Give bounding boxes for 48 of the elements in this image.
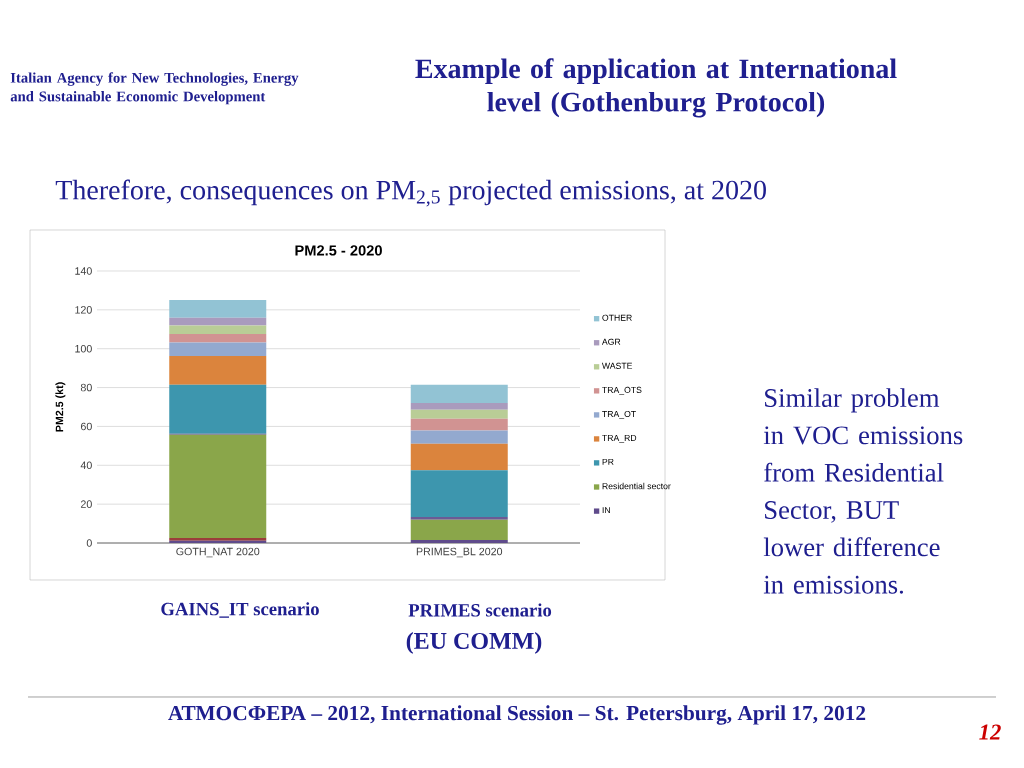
legend-label: WASTE	[601, 362, 633, 369]
bar	[410, 384, 508, 404]
bar	[169, 384, 267, 434]
legend-label: TRA_OT	[602, 410, 636, 419]
bar	[169, 325, 267, 334]
legend-label: Residential sector	[602, 482, 671, 490]
legend-label: IN	[602, 507, 610, 514]
y-tick-label: 40	[80, 461, 92, 470]
bar	[169, 434, 267, 538]
y-axis-title: PM2.5 (kt)	[55, 382, 66, 432]
legend-label: TRA_RD	[602, 434, 637, 443]
bar	[169, 299, 267, 318]
bar	[410, 443, 508, 471]
bar	[410, 418, 508, 431]
bar	[410, 403, 508, 410]
y-tick-label: 20	[80, 500, 92, 508]
y-tick-label: 120	[75, 306, 92, 314]
bar	[169, 355, 267, 385]
bar	[169, 342, 267, 356]
x-tick-label: GOTH_NAT 2020	[176, 547, 260, 558]
text: (EU COMM)	[406, 632, 542, 654]
text: АТМОСФЕРА – 2012, International Session – St. Petersburg, April 17, 2012	[168, 705, 866, 725]
bar	[410, 409, 508, 419]
x-tick-label: PRIMES_BL 2020	[416, 547, 503, 558]
legend-label: AGR	[601, 338, 621, 345]
text: Similar problem in VOC emissions from Residential Sector, BUT lower difference in emissions.	[763, 388, 963, 594]
text: 12	[979, 724, 1001, 740]
bar	[410, 470, 508, 517]
y-tick-label: 60	[80, 422, 92, 431]
y-tick-label: 80	[80, 383, 92, 392]
legend-label: OTHER	[602, 314, 632, 321]
legend-label: PR	[602, 458, 614, 465]
bar	[410, 430, 508, 444]
bar	[410, 516, 508, 520]
bar	[169, 333, 267, 343]
y-tick-label: 100	[75, 344, 92, 353]
chart-title: PM2.5 - 2020	[295, 245, 382, 256]
text: PRIMES scenario	[408, 603, 552, 617]
legend-label: TRA_OTS	[602, 386, 642, 395]
bar	[410, 540, 508, 543]
text: Italian Agency for New Technologies, Energy and Sustainable Economic Development	[10, 72, 299, 105]
text: Example of application at International level (Gothenburg Protocol)	[415, 58, 897, 118]
y-tick-label: 0	[86, 539, 92, 547]
bar	[410, 519, 508, 541]
text: Therefore, consequences on PM$_{2,5}$ projected emissions, at 2020	[55, 179, 766, 207]
bar	[169, 317, 267, 326]
text: GAINS_IT scenario	[161, 602, 319, 618]
y-tick-label: 140	[75, 267, 92, 275]
